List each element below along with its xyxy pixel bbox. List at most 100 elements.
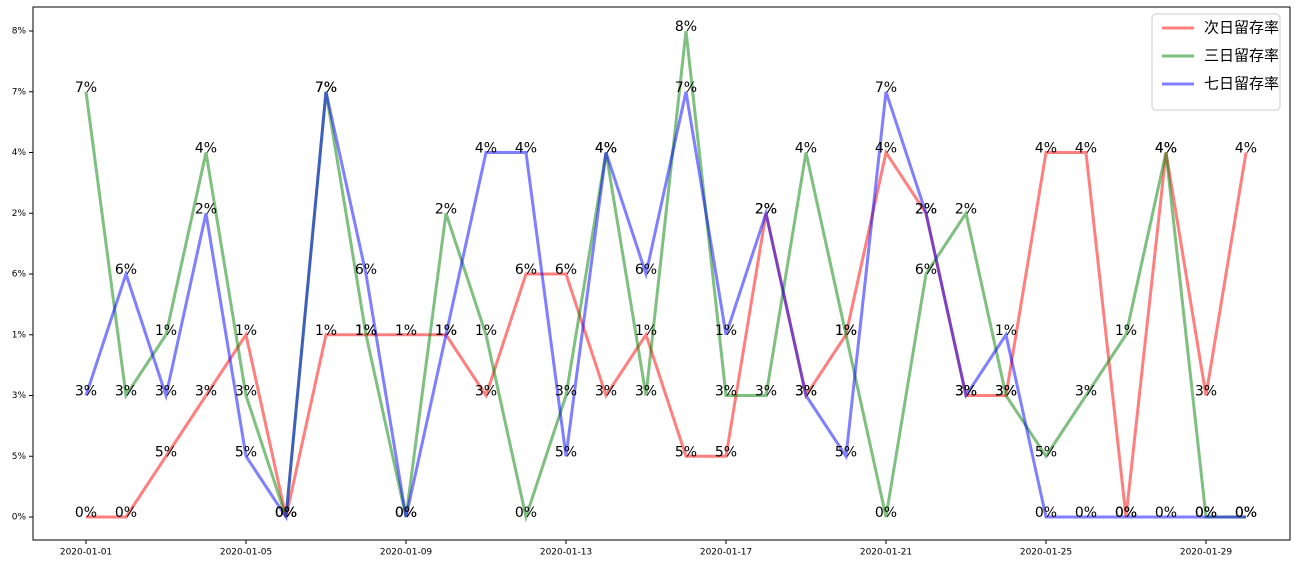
data-label: 2%	[915, 201, 937, 217]
data-label: 4%	[875, 141, 897, 157]
data-label: 1%	[395, 323, 417, 339]
data-label: 4%	[1155, 141, 1177, 157]
data-label: 1%	[435, 323, 457, 339]
data-label: 3%	[595, 384, 617, 400]
data-label: 3%	[195, 384, 217, 400]
plot-frame	[32, 6, 1291, 541]
data-label: 1%	[475, 323, 497, 339]
data-label: 3%	[755, 384, 777, 400]
data-label: 3%	[555, 384, 577, 400]
data-label: 0%	[275, 505, 297, 521]
data-label: 0%	[75, 505, 97, 521]
data-label: 0%	[275, 505, 297, 521]
x-tick-label: 2020-01-25	[1020, 548, 1072, 558]
data-label: 4%	[515, 141, 537, 157]
y-tick-label: 0%	[12, 513, 27, 523]
data-label: 8%	[675, 19, 697, 35]
x-tick-label: 2020-01-29	[1180, 548, 1233, 558]
legend-label: 三日留存率	[1204, 47, 1279, 65]
data-label: 3%	[995, 384, 1017, 400]
data-label: 0%	[1035, 505, 1057, 521]
data-label: 1%	[155, 323, 177, 339]
data-label: 7%	[875, 80, 897, 96]
data-label: 4%	[1235, 141, 1257, 157]
data-label: 3%	[75, 384, 97, 400]
data-label: 3%	[955, 384, 977, 400]
data-label: 3%	[115, 384, 137, 400]
x-tick-label: 2020-01-17	[700, 548, 752, 558]
data-label: 1%	[315, 323, 337, 339]
data-label: 3%	[475, 384, 497, 400]
data-label: 0%	[115, 505, 137, 521]
y-tick-label: 8%	[12, 27, 27, 37]
data-label: 3%	[715, 384, 737, 400]
data-label: 1%	[995, 323, 1017, 339]
data-label: 2%	[435, 201, 457, 217]
data-label: 4%	[475, 141, 497, 157]
data-label: 4%	[195, 141, 217, 157]
data-label: 2%	[755, 201, 777, 217]
x-tick-label: 2020-01-09	[380, 548, 433, 558]
data-label: 4%	[795, 141, 817, 157]
data-label: 3%	[1075, 384, 1097, 400]
data-label: 3%	[1195, 384, 1217, 400]
legend-label: 七日留存率	[1204, 75, 1279, 93]
data-label: 0%	[1115, 505, 1137, 521]
data-label: 1%	[1115, 323, 1137, 339]
data-label: 1%	[635, 323, 657, 339]
data-label: 1%	[835, 323, 857, 339]
data-label: 6%	[355, 262, 377, 278]
series-line	[86, 148, 1248, 519]
data-label: 6%	[515, 262, 537, 278]
data-label: 3%	[235, 384, 257, 400]
data-label: 4%	[595, 141, 617, 157]
data-label: 7%	[315, 80, 337, 96]
data-label: 3%	[955, 384, 977, 400]
data-label: 0%	[395, 505, 417, 521]
data-label: 1%	[835, 323, 857, 339]
data-label: 5%	[715, 444, 737, 460]
data-label: 4%	[1035, 141, 1057, 157]
data-label: 2%	[915, 201, 937, 217]
data-label: 1%	[715, 323, 737, 339]
data-label: 7%	[675, 80, 697, 96]
data-label: 2%	[195, 201, 217, 217]
data-label: 5%	[835, 444, 857, 460]
x-tick-label: 2020-01-21	[860, 548, 912, 558]
data-label: 5%	[1035, 444, 1057, 460]
x-tick-label: 2020-01-01	[60, 548, 112, 558]
data-label: 1%	[355, 323, 377, 339]
data-label: 6%	[555, 262, 577, 278]
data-label: 5%	[555, 444, 577, 460]
y-tick-label: 7%	[12, 87, 27, 97]
data-label: 0%	[1195, 505, 1217, 521]
y-tick-label: 5%	[12, 452, 27, 462]
data-label: 3%	[995, 384, 1017, 400]
series-line	[84, 91, 1246, 522]
legend-box	[1151, 13, 1281, 111]
data-label: 0%	[1115, 505, 1137, 521]
y-tick-label: 4%	[12, 148, 27, 158]
data-label: 0%	[1075, 505, 1097, 521]
series-line	[84, 30, 1246, 523]
data-label: 3%	[635, 384, 657, 400]
data-label: 6%	[915, 262, 937, 278]
data-label: 5%	[675, 444, 697, 460]
data-label: 3%	[795, 384, 817, 400]
data-label: 0%	[395, 505, 417, 521]
x-tick-label: 2020-01-13	[540, 548, 592, 558]
data-label: 6%	[635, 262, 657, 278]
data-label: 5%	[235, 444, 257, 460]
data-label: 1%	[435, 323, 457, 339]
data-label: 2%	[755, 201, 777, 217]
legend-label: 次日留存率	[1204, 19, 1279, 37]
data-label: 1%	[355, 323, 377, 339]
data-label: 3%	[795, 384, 817, 400]
y-tick-label: 2%	[12, 209, 27, 219]
data-label: 7%	[315, 80, 337, 96]
data-label: 3%	[155, 384, 177, 400]
data-label: 5%	[155, 444, 177, 460]
data-label: 0%	[1195, 505, 1217, 521]
data-label: 6%	[115, 262, 137, 278]
data-label: 7%	[75, 80, 97, 96]
